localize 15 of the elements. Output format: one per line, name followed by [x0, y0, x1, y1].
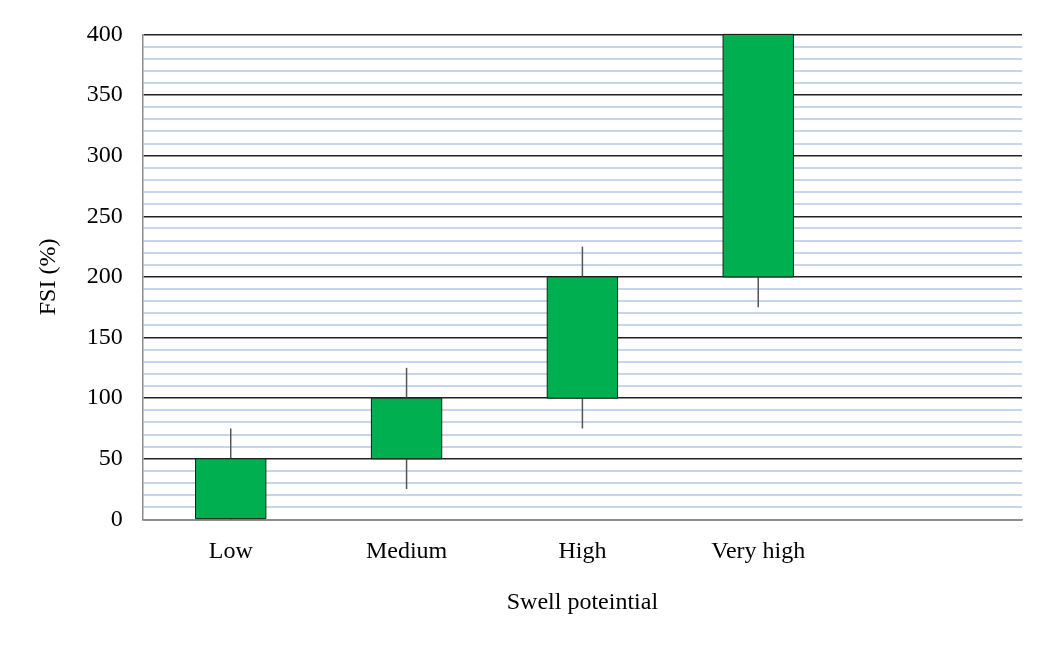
x-tick-label: High	[558, 537, 607, 564]
x-tick-label: Very high	[711, 537, 806, 564]
y-axis-title: FSI (%)	[33, 238, 60, 316]
y-tick-label: 100	[86, 383, 123, 410]
y-tick-label: 50	[98, 444, 123, 471]
y-tick-label: 150	[86, 322, 123, 349]
x-tick-label: Low	[208, 537, 254, 564]
y-tick-label: 200	[86, 262, 123, 289]
y-tick-label: 250	[86, 201, 123, 228]
y-tick-label: 350	[86, 80, 123, 107]
y-tick-label: 300	[86, 140, 123, 167]
x-axis-title: Swell poteintial	[506, 587, 659, 614]
x-tick-label: Medium	[365, 537, 448, 564]
y-tick-label: 400	[86, 19, 123, 46]
y-tick-label: 0	[110, 504, 123, 531]
